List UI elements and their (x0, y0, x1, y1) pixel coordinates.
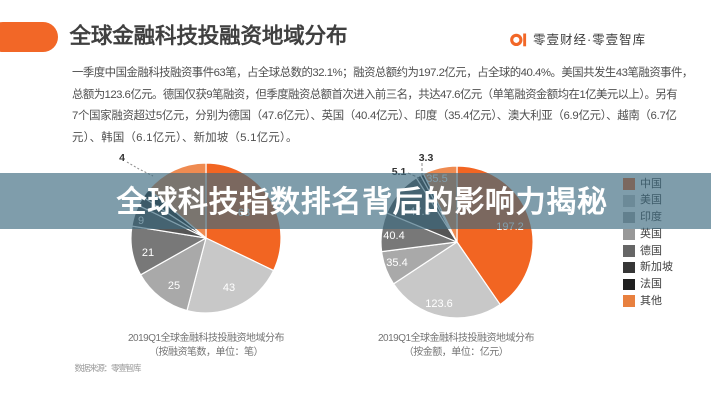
svg-text:35.4: 35.4 (386, 257, 407, 269)
svg-text:3.3: 3.3 (419, 152, 434, 164)
svg-text:21: 21 (142, 247, 154, 259)
svg-text:25: 25 (168, 280, 180, 292)
svg-text:123.6: 123.6 (425, 298, 453, 310)
svg-text:4: 4 (119, 152, 125, 164)
svg-text:40.4: 40.4 (383, 230, 404, 242)
svg-text:43: 43 (223, 282, 235, 294)
